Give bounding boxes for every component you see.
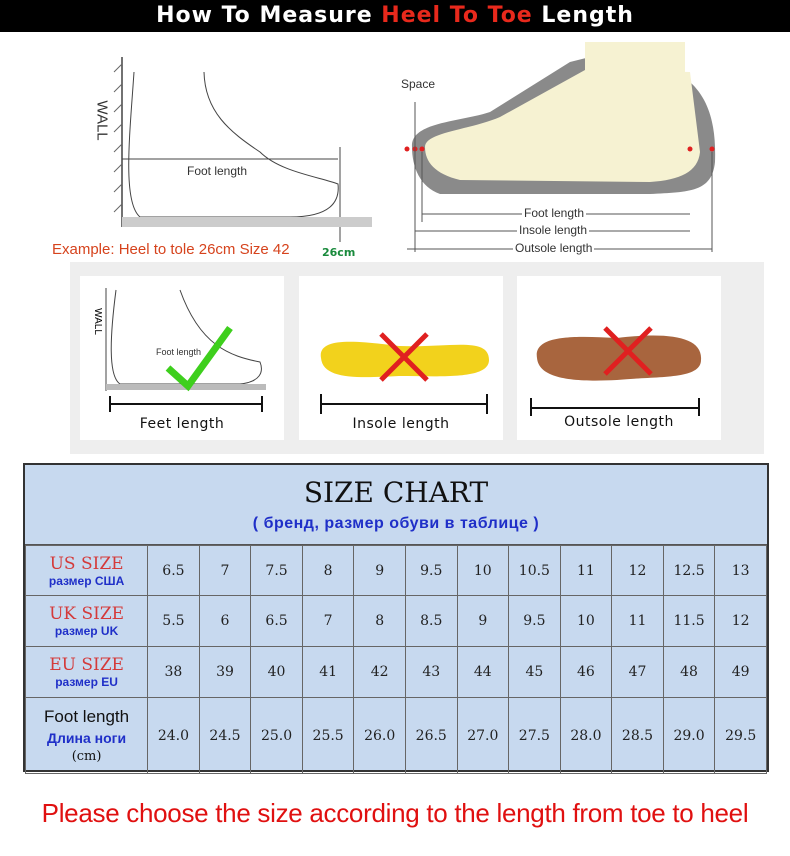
size-cell: 7: [301, 595, 355, 647]
size-cell: 10.5: [508, 545, 561, 596]
wall-label: WALL: [93, 100, 111, 141]
row-header: UK SIZE размер UK: [24, 595, 149, 647]
size-cell: 7.5: [250, 545, 303, 596]
size-cell: 49: [714, 646, 767, 698]
size-cell: 41: [301, 646, 355, 698]
size-cell: 25.0: [250, 697, 303, 774]
check-icon: [165, 325, 233, 392]
size-cell: 8: [353, 595, 406, 647]
size-cell: 12: [714, 595, 767, 647]
size-cell: 7: [198, 545, 252, 596]
row-sublabel: размер США: [48, 573, 125, 588]
row-label: US SIZE: [49, 553, 124, 574]
table-row: Foot length Длина ноги (cm) 24.0 24.5 25.0 25.…: [24, 697, 767, 774]
size-cell: 9: [456, 595, 510, 647]
card-feet-length: WALL Foot length Feet length: [80, 276, 284, 440]
row-sublabel: размер UK: [54, 624, 119, 638]
size-cell: 27.5: [508, 697, 561, 774]
size-cell: 8: [301, 545, 355, 596]
row-sublabel: размер EU: [55, 675, 118, 689]
card-foot-length-label: Foot length: [156, 347, 202, 357]
ruler-mark: 26cm: [322, 246, 356, 259]
size-cell: 46: [559, 646, 613, 698]
size-cell: 29.0: [662, 697, 716, 774]
title-pre: How To Measure: [156, 3, 382, 28]
size-cell: 47: [611, 646, 664, 698]
footer-note: Please choose the size according to the …: [41, 798, 749, 828]
card-wall-label: WALL: [91, 308, 103, 335]
row-label: UK SIZE: [49, 604, 125, 624]
row-header: EU SIZE размер EU: [24, 646, 149, 698]
size-chart: SIZE CHART ( бренд, размер обуви в табли…: [23, 463, 769, 774]
row-sublabel: Длина ноги: [47, 730, 127, 746]
size-cell: 11: [559, 545, 613, 596]
size-cell: 11: [611, 595, 664, 647]
shoe-foot-length-label: Foot length: [522, 206, 587, 220]
banner-title: How To Measure Heel To Toe Length: [0, 0, 790, 32]
size-cell: 40: [250, 646, 303, 698]
size-cell: 27.0: [456, 697, 510, 774]
size-cell: 43: [404, 646, 458, 698]
size-cell: 8.5: [404, 595, 458, 647]
size-cell: 9.5: [404, 545, 458, 596]
size-chart-header: SIZE CHART ( бренд, размер обуви в табли…: [25, 465, 767, 545]
size-cell: 10: [456, 545, 510, 596]
size-cell: 24.5: [198, 697, 252, 774]
card-label: Feet length: [139, 416, 225, 432]
row-label: Foot length: [44, 707, 130, 726]
size-cell: 48: [662, 646, 716, 698]
size-cell: 26.0: [353, 697, 406, 774]
size-cell: 13: [714, 545, 767, 596]
example-text: Example: Heel to tole 26cm Size 42: [52, 241, 290, 258]
size-cell: 29.5: [714, 697, 767, 774]
size-cell: 5.5: [147, 595, 200, 647]
outsole-length-label: Outsole length: [513, 241, 595, 255]
size-chart-title: SIZE CHART: [303, 476, 489, 509]
size-cell: 28.0: [559, 697, 613, 774]
row-label: EU SIZE: [49, 655, 124, 675]
size-cell: 26.5: [404, 697, 458, 774]
size-cell: 45: [508, 646, 561, 698]
size-cell: 9: [353, 545, 406, 596]
size-chart-subtitle: ( бренд, размер обуви в таблице ): [252, 515, 540, 532]
size-cell: 11.5: [662, 595, 716, 647]
title-highlight: Heel To Toe: [381, 3, 533, 28]
table-row: EU SIZE размер EU 38 39 40 41 42 43 44 45 46 47 48 49: [24, 646, 767, 698]
size-cell: 6.5: [147, 545, 200, 596]
card-label: Insole length: [352, 416, 450, 432]
size-cell: 38: [147, 646, 200, 698]
size-cell: 44: [456, 646, 510, 698]
foot-length-label: Foot length: [187, 164, 248, 178]
size-cell: 6.5: [250, 595, 303, 647]
table-row: UK SIZE размер UK 5.5 6 6.5 7 8 8.5 9 9.5 10 11 11.5…: [24, 595, 767, 647]
size-cell: 25.5: [301, 697, 355, 774]
row-header: US SIZE размер США: [24, 545, 149, 596]
card-insole-length: Insole length: [299, 276, 503, 440]
size-cell: 28.5: [611, 697, 664, 774]
cross-icon: [603, 326, 653, 376]
size-cell: 12: [611, 545, 664, 596]
size-cell: 9.5: [508, 595, 561, 647]
size-table: US SIZE размер США 6.5 7 7.5 8 9 9.5 10 10.5 11 12 1…: [24, 545, 767, 774]
row-unit: (cm): [71, 749, 102, 764]
shoe-cross-section-diagram: [404, 42, 716, 252]
card-outsole-length: Outsole length: [517, 276, 721, 440]
size-cell: 42: [353, 646, 406, 698]
size-cell: 24.0: [147, 697, 200, 774]
table-row: US SIZE размер США 6.5 7 7.5 8 9 9.5 10 10.5 11 12 1…: [24, 545, 767, 596]
foot-wall-diagram: [113, 57, 372, 242]
size-cell: 12.5: [662, 545, 716, 596]
title-post: Length: [532, 3, 634, 28]
card-label: Outsole length: [564, 414, 674, 430]
space-label: Space: [401, 77, 436, 91]
cross-icon: [379, 332, 429, 382]
insole-length-label: Insole length: [517, 223, 590, 237]
size-cell: 10: [559, 595, 613, 647]
size-cell: 6: [198, 595, 252, 647]
size-cell: 39: [198, 646, 252, 698]
row-header: Foot length Длина ноги (cm): [24, 697, 149, 774]
